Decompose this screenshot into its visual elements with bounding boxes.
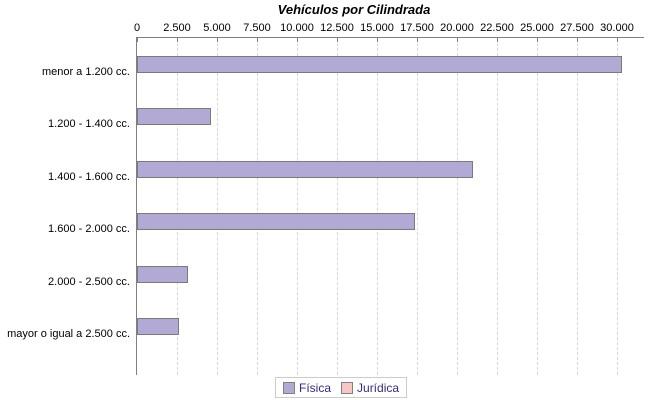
axis-tick-label: 5.000	[203, 22, 231, 34]
axis-tick-label: 10.000	[280, 22, 314, 34]
axis-tick-label: 22.500	[480, 22, 514, 34]
gridline	[617, 38, 618, 375]
axis-tick-label: 15.000	[360, 22, 394, 34]
axis-tick	[497, 38, 498, 42]
axis-tick	[177, 38, 178, 42]
category-label: 1.600 - 2.000 cc.	[48, 223, 130, 236]
gridline	[297, 38, 298, 375]
axis-tick-label: 25.000	[520, 22, 554, 34]
axis-tick-label: 12.500	[320, 22, 354, 34]
category-label: 1.200 - 1.400 cc.	[48, 118, 130, 131]
axis-tick	[337, 38, 338, 42]
category-label: menor a 1.200 cc.	[41, 66, 130, 78]
plot-area: 0 2.500 5.000 7.500 10.000 12.500 15.000 17.500…	[134, 22, 644, 375]
gridline	[417, 38, 418, 375]
gridline	[217, 38, 218, 375]
legend-item-juridica: Jurídica	[341, 381, 399, 395]
axis-tick	[537, 38, 538, 42]
axis-tick-label: 27.500	[560, 22, 594, 34]
axis-tick	[617, 38, 618, 42]
bar-física-1	[137, 108, 211, 126]
axis-tick-label: 0	[133, 22, 141, 34]
axis-tick	[577, 38, 578, 42]
axis-tick	[217, 38, 218, 42]
bar-física-4	[137, 265, 188, 283]
axis-tick	[137, 38, 138, 42]
axis-tick	[297, 38, 298, 42]
legend-label-fisica: Física	[299, 380, 332, 395]
axis-tick-label: 7.500	[243, 22, 271, 34]
axis-tick-label: 30.000	[600, 22, 634, 34]
gridline	[257, 38, 258, 375]
juridica-swatch-icon	[341, 381, 354, 394]
gridline	[537, 38, 538, 375]
chart-title: Vehículos por Cilindrada	[277, 2, 431, 17]
axis-tick	[257, 38, 258, 42]
bar-física-3	[137, 213, 415, 231]
gridline	[577, 38, 578, 375]
bar-física-0	[137, 56, 622, 73]
bar-física-5	[137, 318, 179, 335]
axis-tick	[457, 38, 458, 42]
category-label: 1.400 - 1.600 cc.	[48, 170, 130, 183]
axis-tick	[377, 38, 378, 42]
legend-label-juridica: Jurídica	[357, 380, 400, 395]
fisica-swatch-icon	[283, 381, 295, 394]
axis-tick	[417, 38, 418, 42]
gridline	[337, 38, 338, 375]
gridline	[457, 38, 458, 375]
category-label: mayor o igual a 2.500 cc.	[7, 328, 130, 340]
legend-item-fisica: Física	[283, 381, 331, 395]
bar-física-2	[137, 160, 474, 178]
axis-tick-label: 2.500	[163, 22, 191, 34]
gridline	[377, 38, 378, 375]
axis-tick-label: 17.500	[400, 22, 434, 34]
gridline	[177, 38, 178, 375]
axis-tick-label: 20.000	[440, 22, 474, 34]
category-label: 2.000 - 2.500 cc.	[48, 275, 130, 288]
legend: Física Jurídica	[275, 377, 408, 398]
gridline	[497, 38, 498, 375]
